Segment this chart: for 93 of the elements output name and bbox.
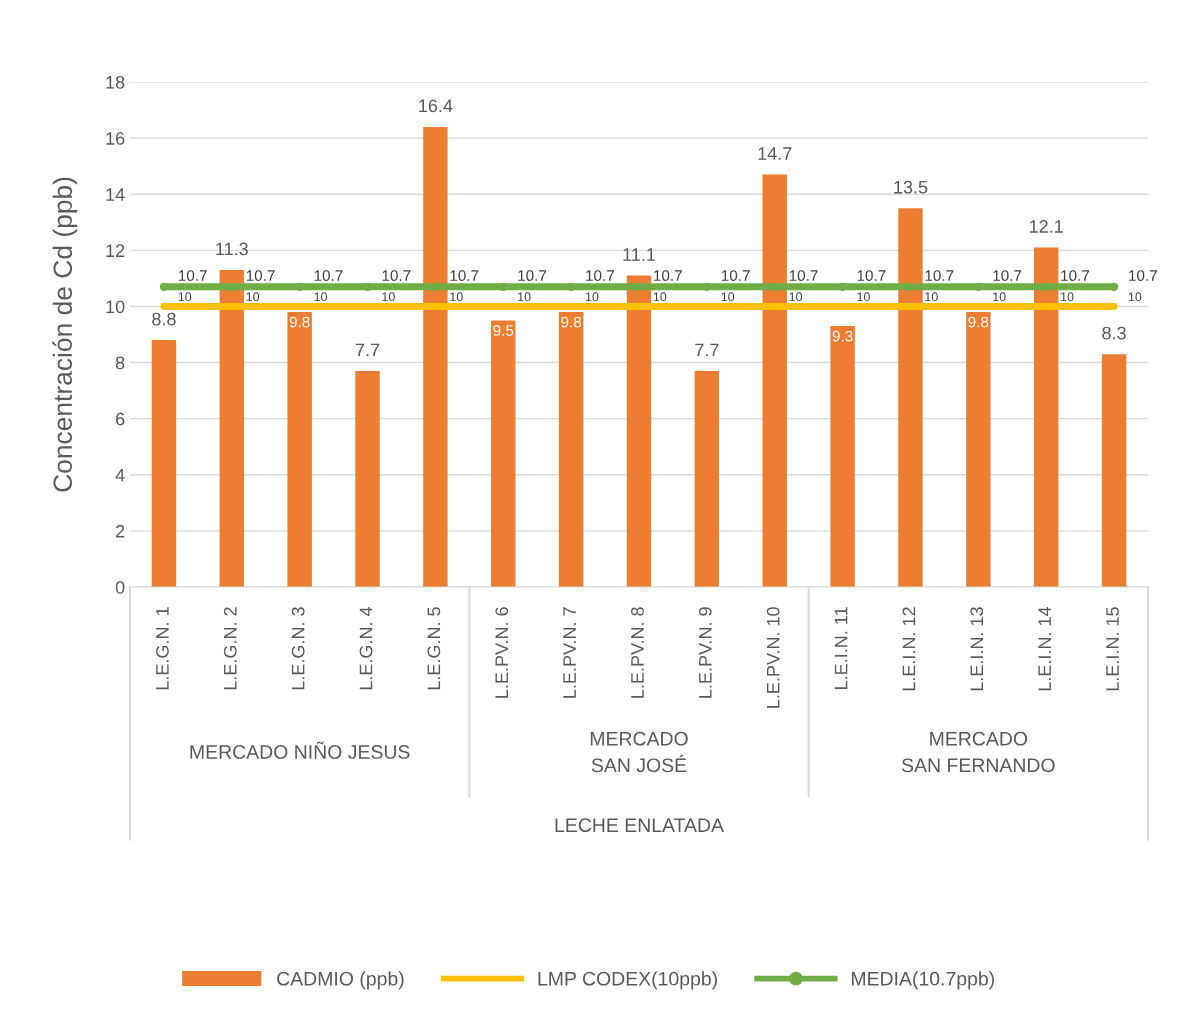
data-label: 12.1 <box>1030 220 1063 233</box>
y-tick-label: 18 <box>106 75 125 89</box>
bar <box>287 312 312 587</box>
data-label: 10.7 <box>1061 270 1090 282</box>
data-label: 10 <box>382 292 395 302</box>
y-axis-title: Concentración de Cd (ppb) <box>52 177 78 492</box>
bar <box>626 275 652 587</box>
data-label: 10 <box>178 292 192 302</box>
bar <box>830 326 855 587</box>
data-label: 13.5 <box>894 180 928 194</box>
data-label: 10 <box>993 292 1006 302</box>
legend-label: LMP CODEX(10ppb) <box>538 971 717 990</box>
bar <box>219 269 245 587</box>
x-tick-label: L.E.G.N. 4 <box>359 606 373 690</box>
data-label: 10.7 <box>789 270 818 282</box>
data-label: 10.7 <box>925 270 954 282</box>
data-label: 10 <box>450 292 463 302</box>
x-tick-label: L.E.G.N. 3 <box>291 607 305 690</box>
data-label: 10 <box>857 292 870 302</box>
x-tick-label: L.E.G.N. 2 <box>223 607 237 690</box>
data-label: 7.7 <box>355 343 380 357</box>
data-label: 10 <box>585 292 599 302</box>
data-label: 9.5 <box>493 325 514 336</box>
x-tick-label: L.E.I.N. 13 <box>970 607 984 691</box>
x-tick-label: L.E.I.N. 15 <box>1106 607 1119 691</box>
bar <box>151 340 177 587</box>
data-label: 7.7 <box>695 343 719 357</box>
legend-label: MEDIA(10.7ppb) <box>851 971 994 990</box>
x-tick-label: L.E.PV.N. 9 <box>698 607 712 698</box>
text: LECHE ENLATADA <box>555 818 724 833</box>
bar <box>491 320 516 587</box>
data-label: 10 <box>789 292 803 302</box>
data-label: 10.7 <box>857 270 886 282</box>
y-tick-label: 14 <box>106 188 125 201</box>
text: MERCADO SAN FERNANDO <box>901 731 1055 773</box>
bar <box>558 312 584 587</box>
x-tick-label: L.E.I.N. 12 <box>902 607 916 691</box>
data-label: 10 <box>1061 292 1074 302</box>
data-label: 10.7 <box>178 270 207 282</box>
bar <box>762 174 787 587</box>
data-label: 10.7 <box>654 270 682 282</box>
y-tick-label: 4 <box>115 468 125 482</box>
x-tick-label: L.E.PV.N. 6 <box>495 607 509 698</box>
y-tick-label: 12 <box>106 244 125 257</box>
data-label: 10 <box>246 292 260 302</box>
text: MERCADO SAN JOSÉ <box>590 731 688 773</box>
data-label: 9.8 <box>289 316 310 328</box>
data-label: 10 <box>653 292 667 302</box>
data-label: 11.1 <box>623 248 656 261</box>
text: MERCADO NIÑO JESUS <box>190 741 410 759</box>
data-label: 10 <box>518 292 531 302</box>
x-tick-label: L.E.I.N. 14 <box>1038 606 1051 691</box>
x-tick-label: L.E.PV.N. 7 <box>563 607 576 698</box>
y-tick-label: 8 <box>115 356 125 370</box>
data-label: 9.3 <box>832 330 853 342</box>
data-label: 10 <box>314 292 327 302</box>
data-label: 10 <box>1128 292 1142 302</box>
bar <box>966 312 991 587</box>
bar <box>423 126 448 587</box>
y-tick-label: 10 <box>106 300 125 314</box>
y-tick-label: 16 <box>106 132 125 145</box>
data-label: 10.7 <box>586 270 614 282</box>
data-label: 8.8 <box>152 312 176 326</box>
bar <box>1033 247 1059 587</box>
data-label: 10.7 <box>382 270 411 282</box>
data-label: 9.8 <box>561 316 582 328</box>
data-label: 10.7 <box>1129 270 1157 282</box>
bar <box>355 370 380 587</box>
data-label: 10 <box>925 292 938 302</box>
data-label: 10.7 <box>993 270 1022 282</box>
data-label: 16.4 <box>419 99 453 113</box>
y-tick-label: 6 <box>116 412 125 426</box>
data-label: 11.3 <box>216 242 248 256</box>
x-tick-label: L.E.G.N. 1 <box>155 607 169 690</box>
y-tick-label: 0 <box>115 580 125 594</box>
data-label: 10.7 <box>450 270 479 282</box>
bar <box>898 208 923 587</box>
legend-label: CADMIO (ppb) <box>277 971 404 990</box>
y-tick-label: 2 <box>116 524 125 538</box>
x-tick-label: L.E.G.N. 5 <box>427 607 441 690</box>
data-label: 10.7 <box>246 270 275 282</box>
data-label: 10.7 <box>314 270 343 282</box>
bar <box>1101 354 1127 587</box>
data-label: 10 <box>721 292 735 302</box>
bar <box>694 370 720 587</box>
data-label: 8.3 <box>1102 326 1126 340</box>
data-label: 9.8 <box>968 316 989 328</box>
x-tick-label: L.E.PV.N. 8 <box>631 607 644 698</box>
x-tick-label: L.E.I.N. 11 <box>834 607 848 689</box>
data-label: 10.7 <box>518 270 547 282</box>
data-label: 14.7 <box>758 147 792 160</box>
data-label: 10.7 <box>721 270 750 282</box>
x-tick-label: L.E.PV.N. 10 <box>766 607 780 708</box>
